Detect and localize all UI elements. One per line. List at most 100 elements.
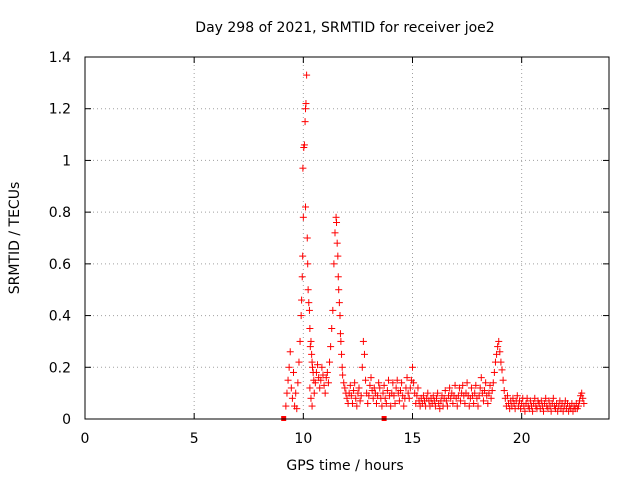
data-point	[346, 381, 354, 389]
data-point	[327, 343, 335, 351]
x-tick-label: 0	[81, 431, 90, 447]
data-point	[294, 379, 302, 387]
data-point	[304, 260, 312, 268]
data-point	[329, 306, 337, 314]
data-point	[403, 374, 411, 382]
data-point	[348, 399, 356, 407]
data-point	[282, 402, 290, 410]
data-point	[472, 381, 480, 389]
data-point	[326, 358, 334, 366]
data-point	[301, 118, 309, 126]
data-point	[335, 299, 343, 307]
data-point	[300, 141, 308, 149]
data-point	[451, 381, 459, 389]
data-point	[369, 394, 377, 402]
data-point	[287, 384, 295, 392]
data-point	[487, 394, 495, 402]
data-point	[304, 286, 312, 294]
data-point	[358, 363, 366, 371]
data-point	[323, 368, 331, 376]
data-point	[433, 394, 441, 402]
data-point	[284, 376, 292, 384]
y-tick-label: 0.6	[49, 257, 71, 273]
data-point	[443, 402, 451, 410]
data-point	[489, 379, 497, 387]
data-point	[441, 387, 449, 395]
data-point	[410, 379, 418, 387]
data-point	[299, 252, 307, 260]
data-point	[446, 384, 454, 392]
data-point	[488, 387, 496, 395]
y-tick-label: 1.2	[49, 102, 71, 118]
data-point	[288, 394, 296, 402]
data-point	[310, 389, 318, 397]
data-point	[477, 374, 485, 382]
x-axis-label: GPS time / hours	[286, 458, 403, 474]
data-point	[378, 402, 386, 410]
data-point	[352, 394, 360, 402]
data-point	[476, 384, 484, 392]
data-point	[490, 368, 498, 376]
x-tick-label: 20	[513, 431, 531, 447]
data-point	[306, 325, 314, 332]
data-point	[286, 348, 294, 356]
data-point	[391, 399, 399, 407]
data-point	[292, 389, 300, 397]
data-point	[297, 312, 305, 320]
data-point	[376, 384, 384, 392]
data-point	[495, 337, 503, 345]
data-point	[306, 384, 314, 392]
y-tick-label: 0.4	[49, 309, 71, 325]
data-point	[442, 397, 450, 405]
data-point	[307, 394, 315, 402]
data-point	[362, 376, 370, 384]
data-point	[305, 306, 313, 314]
data-point	[357, 392, 365, 400]
data-point	[290, 368, 298, 376]
data-point	[359, 337, 367, 345]
grid	[85, 57, 609, 419]
data-point	[494, 343, 502, 351]
data-point	[340, 379, 348, 387]
data-point	[339, 371, 347, 379]
data-point	[409, 363, 416, 371]
data-point	[457, 397, 465, 405]
data-point	[383, 387, 391, 395]
data-point	[513, 392, 521, 400]
data-point	[299, 213, 307, 221]
data-point	[295, 358, 303, 366]
data-point	[365, 392, 373, 400]
data-point	[461, 399, 469, 407]
x-tick-labels: 0 5 10 15 20	[81, 431, 531, 447]
chart-title: Day 298 of 2021, SRMTID for receiver joe…	[195, 20, 494, 36]
data-point	[367, 374, 375, 382]
data-point	[467, 384, 475, 392]
data-point	[453, 402, 461, 410]
data-point	[578, 389, 586, 397]
data-point	[298, 273, 306, 281]
data-point	[331, 229, 339, 237]
data-point	[312, 368, 320, 376]
data-point	[285, 363, 293, 371]
data-point	[298, 296, 306, 304]
y-tick-label: 0.8	[49, 205, 71, 221]
data-point	[393, 376, 401, 384]
data-point	[465, 402, 473, 410]
data-point	[336, 330, 344, 338]
y-axis-label: SRMTID / TECUs	[7, 182, 23, 295]
data-point	[311, 379, 319, 387]
data-point	[316, 384, 324, 392]
data-point	[305, 299, 313, 307]
data-point	[400, 402, 408, 410]
data-point	[389, 379, 397, 387]
data-point	[381, 394, 389, 402]
data-point	[396, 387, 404, 395]
data-point	[347, 392, 355, 400]
data-point	[580, 399, 588, 407]
data-point	[321, 389, 329, 397]
data-point	[341, 384, 349, 392]
data-point	[392, 384, 400, 392]
data-point	[333, 218, 341, 226]
data-point	[320, 381, 328, 389]
data-point	[405, 394, 413, 402]
